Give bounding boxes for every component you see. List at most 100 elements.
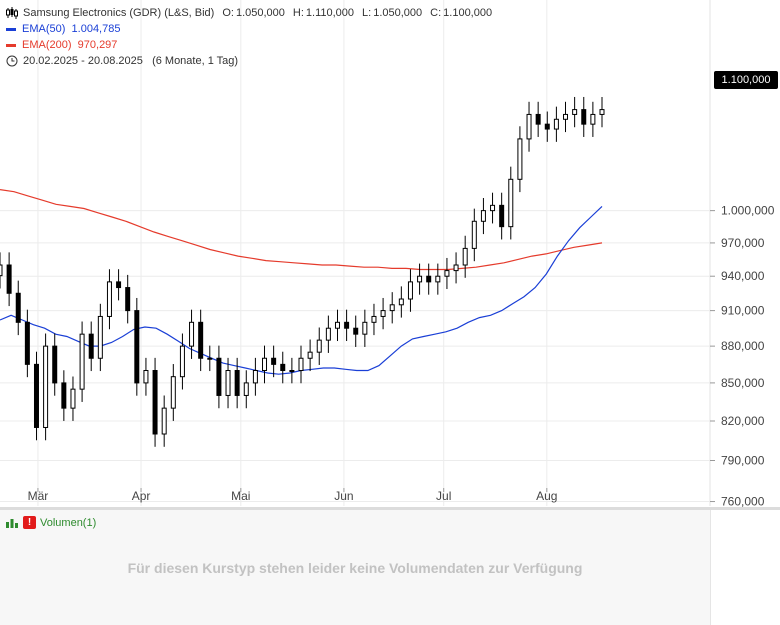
candle — [563, 101, 569, 133]
y-tick-label: 760,000 — [721, 495, 765, 508]
candle-body — [70, 388, 76, 409]
candle — [243, 370, 249, 409]
candle — [198, 309, 204, 372]
candle-body — [179, 345, 185, 378]
y-tick-label: 790,000 — [721, 454, 765, 468]
bar-chart-icon — [6, 518, 18, 528]
candle — [389, 292, 395, 324]
candle-body — [234, 370, 240, 396]
candle — [125, 274, 131, 324]
x-tick-label: Mär — [28, 489, 49, 503]
candle — [426, 263, 432, 295]
x-tick-label: Jul — [436, 489, 451, 503]
candle-body — [417, 275, 423, 283]
candle-body — [207, 357, 213, 360]
candle — [207, 345, 213, 372]
candle — [0, 252, 3, 289]
candle-body — [599, 109, 605, 115]
date-range: 20.02.2025 - 20.08.2025 — [23, 55, 143, 67]
candle-body — [280, 363, 286, 372]
candle-body — [325, 327, 331, 341]
candle — [462, 235, 468, 278]
volume-axis — [710, 510, 780, 625]
open-label: O: — [222, 7, 234, 19]
candle — [298, 345, 304, 384]
volume-legend[interactable]: ! Volumen(1) — [6, 516, 96, 529]
candle — [344, 309, 350, 342]
candle-body — [116, 281, 122, 289]
legend-ema200[interactable]: EMA(200) 970,297 — [6, 37, 500, 53]
candle-body — [490, 204, 496, 212]
candle — [535, 101, 541, 137]
candle-body — [61, 382, 67, 409]
candle — [216, 345, 222, 409]
candle — [280, 351, 286, 384]
candle-body — [243, 382, 249, 396]
open-value: 1.050,000 — [235, 7, 285, 19]
last-price-tag: 1.100,000 — [714, 71, 778, 89]
candle-body — [316, 339, 322, 353]
candle-body — [189, 321, 195, 347]
candle-body — [271, 357, 277, 365]
candle — [444, 257, 450, 290]
candle-body — [453, 264, 459, 272]
candlestick-icon — [6, 7, 18, 19]
candle-body — [508, 178, 514, 228]
candle-body — [362, 321, 368, 335]
candle — [252, 357, 258, 396]
candlestick-series — [0, 96, 605, 447]
y-tick-label: 910,000 — [721, 304, 765, 318]
candle — [70, 376, 76, 421]
candle — [152, 357, 158, 447]
candle-body — [6, 264, 12, 294]
x-tick-label: Mai — [231, 489, 250, 503]
x-tick-label: Aug — [536, 489, 557, 503]
candle-body — [480, 210, 486, 222]
ema200-label: EMA(200) — [22, 39, 72, 51]
candle — [262, 345, 268, 384]
candle — [362, 309, 368, 347]
legend-ema50[interactable]: EMA(50) 1.004,785 — [6, 21, 500, 37]
candle-body — [52, 345, 58, 384]
candle — [15, 280, 21, 336]
ema50-label: EMA(50) — [22, 23, 66, 35]
candle-body — [344, 321, 350, 329]
candle — [334, 309, 340, 342]
candle-body — [444, 270, 450, 277]
candle-body — [499, 204, 505, 228]
candle-body — [581, 109, 587, 125]
ohlc-row: Samsung Electronics (GDR) (L&S, Bid) O: 1… — [6, 5, 500, 21]
candle-body — [526, 113, 532, 140]
ema200-line — [0, 189, 603, 271]
candle — [179, 333, 185, 390]
candle — [553, 106, 559, 142]
candle-body — [262, 357, 268, 372]
candle-body — [380, 310, 386, 317]
candle-body — [143, 370, 149, 384]
candle-body — [106, 281, 112, 317]
price-chart[interactable]: 760,000 790,000 820,000 850,000 880,000 910,0… — [0, 0, 780, 508]
candle — [24, 309, 30, 378]
candle-body — [216, 357, 222, 396]
high-value: 1.110,000 — [305, 7, 355, 19]
candle-body — [33, 363, 39, 428]
ema200-series — [0, 189, 603, 271]
candle-body — [353, 327, 359, 335]
candle — [307, 339, 313, 372]
candle — [33, 351, 39, 441]
candle-body — [161, 407, 167, 435]
candle-body — [170, 376, 176, 409]
candle — [490, 192, 496, 224]
y-tick-label: 940,000 — [721, 269, 765, 283]
warning-icon: ! — [23, 516, 36, 529]
candle-body — [125, 287, 131, 312]
candle — [6, 252, 12, 307]
candle — [134, 297, 140, 396]
period: (6 Monate, 1 Tag) — [152, 55, 239, 67]
candle-body — [0, 264, 3, 277]
candle — [289, 357, 295, 384]
candle-body — [389, 304, 395, 312]
candle — [234, 357, 240, 409]
candle-body — [517, 138, 523, 180]
pane-divider[interactable] — [0, 507, 780, 510]
